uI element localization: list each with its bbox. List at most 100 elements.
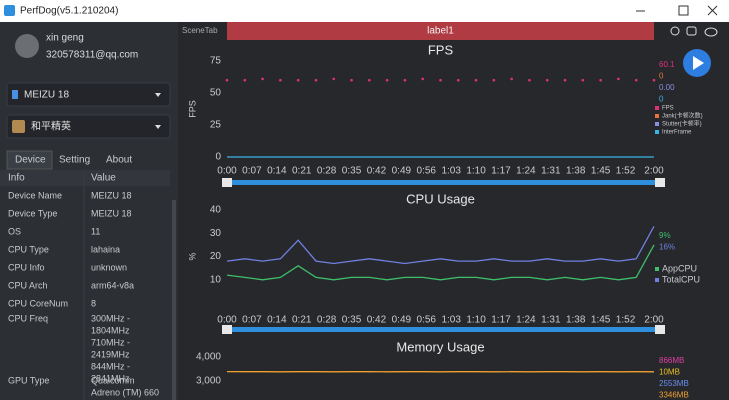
y-tick-label: 50	[210, 88, 222, 99]
x-tick-label: 0:28	[317, 315, 337, 326]
info-value: 710MHz -	[91, 337, 130, 347]
x-tick-label: 0:56	[417, 166, 437, 177]
cloud-icon[interactable]	[704, 27, 718, 37]
data-point	[617, 77, 620, 81]
x-tick-label: 0:00	[217, 166, 237, 177]
dropdown-arrow	[155, 125, 161, 129]
x-tick-label: 0:35	[342, 315, 362, 326]
data-point	[421, 77, 425, 81]
scroll-handle[interactable]	[655, 325, 665, 334]
legend-value: 60.1	[659, 60, 675, 69]
x-tick-label: 0:49	[392, 166, 412, 177]
x-tick-label: 2:00	[644, 166, 664, 177]
scene-label: label1	[427, 26, 454, 37]
info-value: 300MHz -	[91, 313, 130, 323]
data-point	[296, 78, 300, 82]
info-key: OS	[8, 226, 21, 236]
legend-name: AppCPU	[662, 263, 697, 273]
close-button[interactable]	[707, 5, 718, 16]
y-tick-label: 10	[210, 274, 222, 285]
y-tick-label: 3,000	[196, 375, 221, 386]
scroll-handle[interactable]	[655, 178, 665, 187]
info-value: 1804MHz	[91, 325, 130, 335]
info-value: lahaina	[91, 244, 120, 254]
data-point	[385, 78, 389, 82]
x-tick-label: 0:49	[392, 315, 412, 326]
legend-name: TotalCPU	[662, 274, 700, 284]
x-tick-label: 2:00	[644, 315, 664, 326]
avatar[interactable]	[15, 34, 39, 58]
data-point	[332, 77, 336, 81]
time-scrollbar[interactable]	[227, 180, 665, 185]
scroll-handle[interactable]	[222, 325, 232, 334]
info-key: CPU Arch	[8, 280, 48, 290]
x-tick-label: 1:10	[466, 166, 486, 177]
legend-swatch	[655, 114, 659, 118]
info-value: arm64-v8a	[91, 280, 134, 290]
x-tick-label: 0:42	[367, 315, 387, 326]
time-scrollbar[interactable]	[227, 327, 665, 332]
data-point	[563, 78, 567, 82]
table-header-cell: Value	[91, 173, 116, 184]
x-tick-label: 1:03	[441, 315, 461, 326]
y-axis-title: FPS	[187, 100, 197, 118]
x-tick-label: 1:45	[591, 315, 611, 326]
data-point	[510, 77, 513, 81]
tab[interactable]: Device	[15, 155, 46, 166]
x-tick-label: 1:31	[541, 315, 561, 326]
scroll-handle[interactable]	[222, 178, 232, 187]
play-icon	[693, 56, 704, 70]
chat-icon[interactable]	[686, 26, 697, 36]
maximize-button[interactable]	[678, 5, 689, 16]
data-point	[261, 77, 264, 81]
x-tick-label: 0:00	[217, 315, 237, 326]
legend-name: Jank(卡顿次数)	[662, 112, 703, 120]
device-name: MEIZU 18	[24, 90, 69, 101]
x-tick-label: 0:28	[317, 166, 337, 177]
x-tick-label: 1:52	[616, 166, 636, 177]
legend-name: Stutter(卡顿率)	[662, 120, 702, 128]
x-tick-label: 1:38	[566, 166, 586, 177]
scrollbar[interactable]	[172, 200, 176, 400]
info-key: GPU Type	[8, 375, 49, 385]
data-point	[581, 78, 585, 82]
legend-value: 10MB	[659, 368, 680, 377]
data-point	[545, 78, 549, 82]
app-select[interactable]	[6, 114, 171, 139]
x-tick-label: 1:38	[566, 315, 586, 326]
info-value: 2419MHz	[91, 349, 130, 359]
info-key: Device Type	[8, 208, 57, 218]
data-point	[634, 78, 638, 82]
location-icon[interactable]	[670, 26, 680, 36]
chart-title: CPU Usage	[406, 191, 475, 206]
legend-value: 16%	[659, 243, 675, 252]
scene-tab: SceneTab	[182, 26, 218, 35]
data-point	[652, 78, 656, 82]
active-tab	[6, 150, 53, 170]
data-point	[279, 78, 282, 82]
data-point	[350, 78, 353, 82]
y-tick-label: 0	[215, 152, 221, 163]
info-value: unknown	[91, 262, 127, 272]
x-tick-label: 0:07	[242, 166, 262, 177]
device-select[interactable]	[6, 82, 171, 107]
y-tick-label: 4,000	[196, 351, 221, 362]
series-line	[226, 225, 655, 265]
table-header-cell: Info	[8, 173, 25, 184]
info-value: 11	[91, 226, 100, 236]
legend-name: InterFrame	[662, 130, 692, 136]
y-tick-label: 20	[210, 251, 222, 262]
app-icon	[4, 5, 15, 16]
user-name: xin geng	[46, 33, 84, 44]
x-tick-label: 1:52	[616, 315, 636, 326]
tab[interactable]: About	[106, 155, 132, 166]
legend-value: 2553MB	[659, 379, 689, 388]
y-axis-title: %	[187, 252, 197, 260]
x-tick-label: 0:21	[292, 315, 312, 326]
data-point	[439, 78, 442, 82]
x-tick-label: 1:03	[441, 166, 461, 177]
tab[interactable]: Setting	[59, 155, 90, 166]
user-email: 320578311@qq.com	[46, 50, 138, 61]
app-name: 和平精英	[31, 120, 71, 133]
